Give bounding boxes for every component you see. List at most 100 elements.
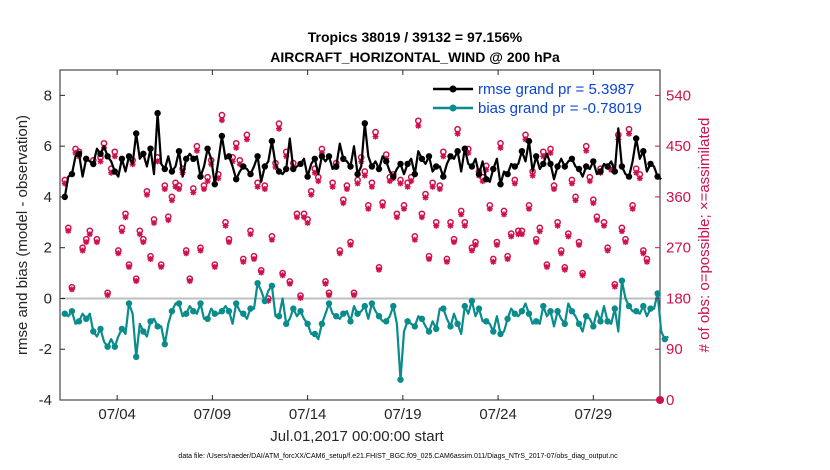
obs-assimilated-point: [554, 222, 561, 229]
obs-assimilated-point: [329, 183, 336, 190]
rmse-point: [568, 155, 576, 162]
bias-point: [554, 308, 561, 315]
bias-point: [361, 302, 368, 310]
legend-bias-marker: [449, 104, 457, 112]
obs-assimilated-point: [558, 250, 565, 257]
obs-assimilated-point: [61, 180, 68, 187]
obs-assimilated-point: [172, 183, 179, 190]
rmse-point: [468, 163, 476, 170]
bias-point: [247, 305, 254, 312]
obs-assimilated-point: [218, 117, 225, 124]
rmse-point: [475, 170, 483, 178]
bias-point: [461, 302, 468, 310]
obs-assimilated-point: [447, 222, 454, 229]
bias-point: [497, 330, 504, 338]
chart-title-line1: Tropics 38019 / 39132 = 97.156%: [308, 29, 523, 45]
obs-assimilated-point: [522, 136, 529, 143]
bias-point: [640, 302, 647, 310]
bias-point: [175, 300, 183, 307]
obs-assimilated-point: [247, 231, 254, 238]
rmse-point: [275, 168, 283, 175]
obs-assimilated-point: [251, 256, 257, 262]
bias-point: [168, 308, 176, 315]
obs-assimilated-point: [336, 250, 343, 257]
y-right-tick-label: 180: [666, 290, 691, 307]
bias-point: [533, 318, 540, 325]
obs-assimilated-point: [536, 228, 543, 235]
rmse-point: [490, 165, 497, 173]
obs-assimilated-point: [104, 292, 111, 299]
bias-point: [90, 328, 97, 335]
rmse-point: [518, 148, 526, 155]
y-right-tick-label: 90: [666, 341, 683, 358]
obs-assimilated-point: [122, 214, 129, 221]
bias-point: [261, 297, 268, 305]
obs-assimilated-point: [568, 180, 575, 187]
obs-assimilated-point: [168, 197, 175, 204]
y-right-tick-label: 270: [666, 240, 691, 257]
legend-rmse-marker: [449, 85, 457, 93]
obs-assimilated-point: [593, 217, 600, 224]
rmse-point: [183, 155, 190, 162]
x-tick-label: 07/14: [289, 406, 327, 423]
bias-point: [661, 335, 668, 343]
obs-assimilated-point: [393, 214, 400, 221]
rmse-point: [311, 155, 318, 162]
rmse-point: [333, 163, 340, 170]
rmse-point: [454, 148, 461, 155]
obs-assimilated-point: [497, 144, 504, 151]
obs-assimilated-point: [308, 191, 315, 198]
obs-assimilated-point: [83, 239, 90, 246]
obs-assimilated-point: [626, 130, 632, 137]
bias-point: [318, 320, 326, 327]
obs-assimilated-point: [465, 149, 472, 156]
obs-assimilated-point: [79, 247, 86, 254]
y-tick-label: -2: [39, 341, 52, 358]
obs-assimilated-point: [243, 136, 250, 143]
rmse-point: [240, 163, 247, 170]
obs-assimilated-point: [404, 183, 411, 190]
obs-assimilated-point: [161, 186, 168, 192]
bias-point: [483, 318, 490, 325]
obs-assimilated-point: [451, 239, 457, 246]
bias-point: [654, 290, 661, 297]
bias-point: [268, 282, 276, 289]
obs-assimilated-point: [311, 169, 318, 176]
obs-assimilated-point: [551, 186, 557, 192]
bias-point: [490, 328, 497, 335]
obs-assimilated-point: [151, 219, 157, 226]
obs-assimilated-point: [540, 153, 547, 160]
obs-assimilated-point: [493, 241, 500, 248]
y-right-tick-label: 0: [666, 392, 674, 409]
rmse-point: [261, 163, 268, 170]
x-tick-label: 07/24: [479, 406, 517, 423]
rmse-point: [597, 168, 604, 175]
bias-point: [154, 323, 161, 330]
obs-assimilated-point: [347, 241, 354, 248]
obs-assimilated-point: [408, 178, 415, 185]
bias-point: [240, 310, 247, 317]
bias-point: [354, 310, 361, 317]
rmse-point: [604, 163, 611, 170]
rmse-point: [375, 165, 383, 173]
y-tick-label: -4: [39, 392, 52, 409]
rmse-point: [497, 181, 504, 188]
bias-point: [583, 313, 590, 320]
bias-point: [454, 320, 461, 327]
y-axis-right-label: # of obs: o=possible; ×=assimilated: [696, 118, 713, 353]
rmse-point: [347, 163, 354, 170]
obs-assimilated-point: [265, 297, 272, 304]
bias-point: [140, 328, 147, 335]
obs-assimilated-point: [418, 214, 425, 221]
rmse-point: [461, 145, 468, 152]
obs-assimilated-point: [133, 278, 140, 284]
obs-assimilated-point: [515, 231, 522, 238]
obs-assimilated-point: [126, 263, 132, 270]
bias-point: [297, 308, 304, 315]
bias-point: [104, 343, 111, 350]
obs-assimilated-point: [72, 149, 79, 156]
rmse-point: [211, 181, 218, 188]
bias-point: [518, 308, 526, 315]
bias-point: [183, 310, 190, 317]
obs-assimilated-point: [258, 269, 265, 276]
